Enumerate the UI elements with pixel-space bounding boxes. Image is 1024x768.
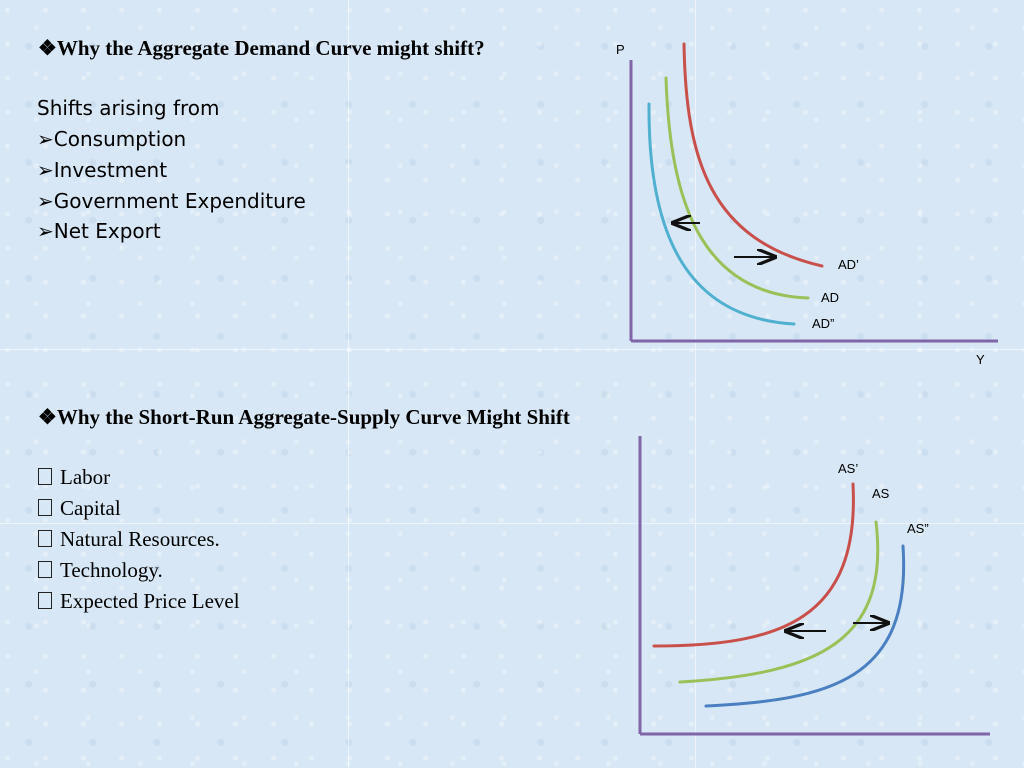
ad-list-item: ➢Net Export <box>37 219 161 243</box>
as-heading-text: Why the Short-Run Aggregate-Supply Curve… <box>56 405 570 429</box>
as-prime-label: AS’ <box>838 461 858 476</box>
ad-heading-text: Why the Aggregate Demand Curve might shi… <box>56 36 485 60</box>
as-diagram: AS’ AS AS” <box>638 436 990 736</box>
arrow-bullet-icon: ➢ <box>37 189 54 213</box>
ad-heading: ❖Why the Aggregate Demand Curve might sh… <box>38 36 485 61</box>
ad-list-item: ➢Government Expenditure <box>37 189 306 213</box>
background-divider <box>0 349 1024 350</box>
ad-double-prime-label: AD” <box>812 316 834 331</box>
ad-diagram: P Y AD’ AD AD” <box>616 42 998 367</box>
ad-y-axis-label: P <box>616 42 625 57</box>
as-heading: ❖Why the Short-Run Aggregate-Supply Curv… <box>38 405 570 430</box>
as-list-item: Technology. <box>38 558 163 583</box>
box-bullet-icon <box>38 499 52 516</box>
as-list-item: Capital <box>38 496 121 521</box>
ad-double-prime-curve <box>647 102 796 326</box>
as-double-prime-curve <box>704 544 906 708</box>
ad-curve <box>664 76 810 300</box>
as-prime-curve <box>652 482 855 648</box>
box-bullet-icon <box>38 561 52 578</box>
ad-x-axis-label: Y <box>976 352 985 367</box>
box-bullet-icon <box>38 592 52 609</box>
as-list-item: Expected Price Level <box>38 589 240 614</box>
arrow-bullet-icon: ➢ <box>37 127 54 151</box>
as-curve <box>678 520 880 684</box>
arrow-bullet-icon: ➢ <box>37 219 54 243</box>
ad-list-item: ➢Investment <box>37 158 168 182</box>
background-divider <box>348 0 349 768</box>
box-bullet-icon <box>38 468 52 485</box>
as-list-item: Natural Resources. <box>38 527 220 552</box>
ad-list-item: ➢Consumption <box>37 127 187 151</box>
diamond-bullet-icon: ❖ <box>38 36 57 60</box>
ad-prime-label: AD’ <box>838 257 859 272</box>
ad-prime-curve <box>682 42 824 268</box>
as-list-item: Labor <box>38 465 110 490</box>
as-label: AS <box>872 486 890 501</box>
background-divider <box>0 523 1024 524</box>
ad-label: AD <box>821 290 839 305</box>
box-bullet-icon <box>38 530 52 547</box>
arrow-bullet-icon: ➢ <box>37 158 54 182</box>
as-double-prime-label: AS” <box>907 521 929 536</box>
background-divider <box>695 0 696 768</box>
ad-intro: Shifts arising from <box>37 96 220 120</box>
diamond-bullet-icon: ❖ <box>38 405 57 429</box>
